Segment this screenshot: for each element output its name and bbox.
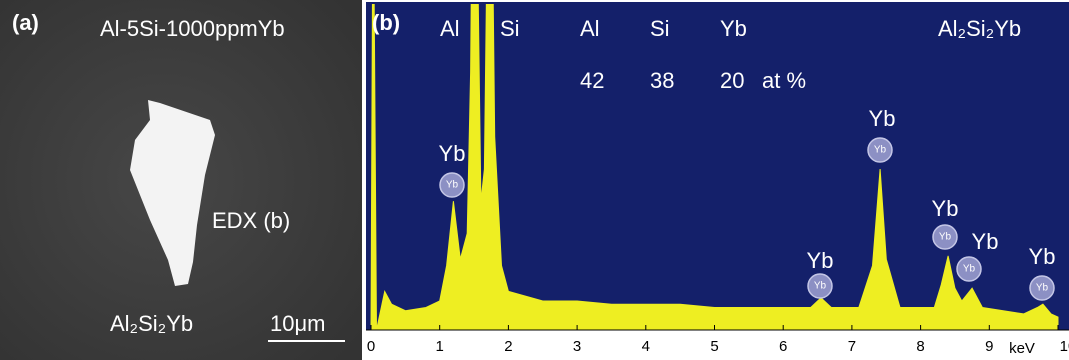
x-tick-label: 7 <box>848 338 856 355</box>
x-axis-label: keV <box>1009 340 1035 357</box>
peak-name: Si <box>500 16 520 41</box>
element-header: Si <box>650 16 670 41</box>
peak-name: Al <box>440 16 460 41</box>
scale-bar-label: 10μm <box>270 311 325 336</box>
x-tick-label: 6 <box>779 338 787 355</box>
peak-label: Yb <box>439 141 466 166</box>
element-header: Yb <box>720 16 747 41</box>
x-tick-label: 1 <box>436 338 444 355</box>
peak-label: Yb <box>1029 244 1056 269</box>
element-value: 20 <box>720 68 744 93</box>
element-value: 42 <box>580 68 604 93</box>
sample-title: Al-5Si-1000ppmYb <box>100 16 285 41</box>
badge-label: Yb <box>814 281 827 292</box>
phase-label: Al₂Si₂Yb <box>110 311 193 336</box>
x-tick-label: 4 <box>642 338 650 355</box>
x-tick-label: 9 <box>985 338 993 355</box>
element-value: 38 <box>650 68 674 93</box>
badge-label: Yb <box>939 232 952 243</box>
x-tick-label: 10 <box>1060 338 1069 355</box>
x-tick-label: 0 <box>367 338 375 355</box>
peak-label: Yb <box>807 248 834 273</box>
panel-label: (a) <box>12 10 39 35</box>
figure: (a) Al-5Si-1000ppmYb EDX (b) Al₂Si₂Yb 10… <box>0 0 1069 360</box>
badge-label: Yb <box>1036 283 1049 294</box>
peak-label: Yb <box>932 196 959 221</box>
x-tick-label: 5 <box>710 338 718 355</box>
badge-label: Yb <box>874 145 887 156</box>
x-tick-label: 2 <box>504 338 512 355</box>
composition-unit: at % <box>762 68 806 93</box>
badge-label: Yb <box>446 180 459 191</box>
edx-annotation: EDX (b) <box>212 208 290 233</box>
x-tick-label: 8 <box>916 338 924 355</box>
badge-label: Yb <box>963 264 976 275</box>
panel-label: (b) <box>372 10 400 35</box>
phase-label: Al₂Si₂Yb <box>938 16 1021 41</box>
element-header: Al <box>580 16 600 41</box>
peak-label: Yb <box>972 229 999 254</box>
peak-label: Yb <box>869 106 896 131</box>
x-tick-label: 3 <box>573 338 581 355</box>
